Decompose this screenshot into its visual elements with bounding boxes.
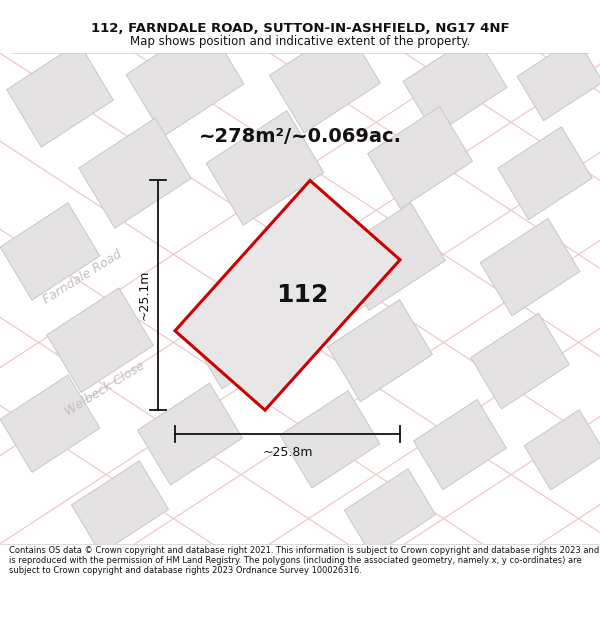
Polygon shape <box>71 461 169 554</box>
Polygon shape <box>413 399 506 489</box>
Text: 112, FARNDALE ROAD, SUTTON-IN-ASHFIELD, NG17 4NF: 112, FARNDALE ROAD, SUTTON-IN-ASHFIELD, … <box>91 22 509 34</box>
Polygon shape <box>206 111 324 225</box>
Polygon shape <box>524 410 600 490</box>
Polygon shape <box>335 203 445 311</box>
Polygon shape <box>126 22 244 136</box>
Polygon shape <box>517 38 600 121</box>
Polygon shape <box>79 118 191 228</box>
Polygon shape <box>269 26 380 133</box>
Text: Welbeck Close: Welbeck Close <box>63 359 147 419</box>
Text: Farndale Road: Farndale Road <box>40 248 124 307</box>
Polygon shape <box>7 42 113 147</box>
Polygon shape <box>498 127 592 219</box>
Polygon shape <box>368 106 472 209</box>
Text: ~25.8m: ~25.8m <box>262 446 313 459</box>
Polygon shape <box>175 181 400 410</box>
Polygon shape <box>190 291 290 389</box>
Polygon shape <box>0 202 100 300</box>
Polygon shape <box>480 218 580 316</box>
Text: ~25.1m: ~25.1m <box>137 270 151 321</box>
Text: ~278m²/~0.069ac.: ~278m²/~0.069ac. <box>199 127 401 146</box>
Polygon shape <box>47 288 153 392</box>
Polygon shape <box>0 375 100 472</box>
Text: Map shows position and indicative extent of the property.: Map shows position and indicative extent… <box>130 36 470 48</box>
Polygon shape <box>471 313 569 409</box>
Polygon shape <box>344 469 436 556</box>
Polygon shape <box>137 383 242 485</box>
Polygon shape <box>280 391 380 488</box>
Polygon shape <box>328 299 433 402</box>
Text: Contains OS data © Crown copyright and database right 2021. This information is : Contains OS data © Crown copyright and d… <box>9 546 599 576</box>
Text: 112: 112 <box>277 283 329 308</box>
Polygon shape <box>403 34 507 134</box>
